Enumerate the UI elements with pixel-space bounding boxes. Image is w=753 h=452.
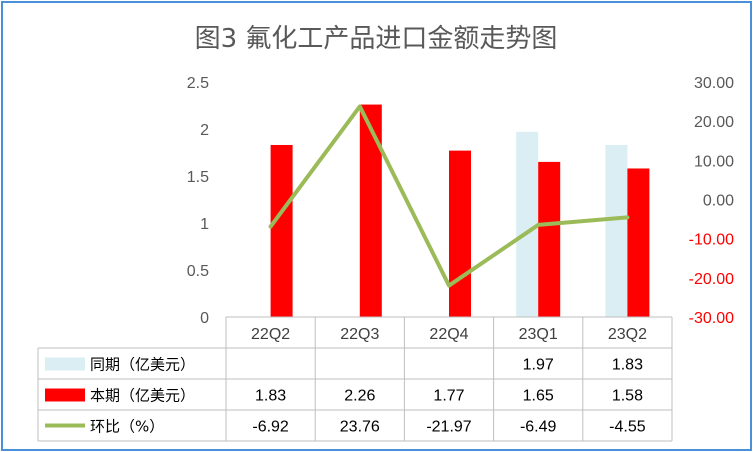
table-cell-value: -4.55 <box>609 419 646 436</box>
y2-tick-label: -10.00 <box>689 232 734 249</box>
table-cell-value: 1.77 <box>433 388 464 405</box>
table-cell-value: 1.58 <box>612 388 643 405</box>
category-label: 22Q3 <box>340 326 379 343</box>
table-cell-value: 1.83 <box>612 357 643 374</box>
legend-label: 本期（亿美元） <box>90 387 195 405</box>
y2-tick-label: -30.00 <box>689 310 734 327</box>
bar-current <box>270 144 293 317</box>
y2-tick-label: 30.00 <box>694 75 734 92</box>
chart-svg: 图3 氟化工产品进口金额走势图 0 0.5 1 1.5 2 2.5 -30.00 -20.00 -… <box>37 24 734 442</box>
bar-current <box>359 104 382 317</box>
table-cell-value: 1.97 <box>523 357 554 374</box>
legend-key-current <box>45 388 85 402</box>
bar-current <box>449 150 471 317</box>
y2-tick-label: 0.00 <box>703 193 734 210</box>
y-tick-label: 2 <box>200 122 209 139</box>
y-tick-label: 1 <box>200 216 209 233</box>
legend-label: 同期（亿美元） <box>90 356 195 374</box>
chart-title: 图3 氟化工产品进口金额走势图 <box>195 24 558 54</box>
y-tick-label: 2.5 <box>187 75 209 92</box>
table-cell-value: 23.76 <box>340 419 380 436</box>
category-label: 22Q4 <box>429 326 468 343</box>
table-cell-value: 1.65 <box>523 388 554 405</box>
y2-tick-label: 10.00 <box>694 153 734 170</box>
y-tick-label: 0 <box>200 310 209 327</box>
y2-tick-label: 20.00 <box>694 114 734 131</box>
table-cell-value: -21.97 <box>426 419 471 436</box>
bar-prior <box>605 144 628 317</box>
legend-key-prior <box>45 357 85 371</box>
line-series-mom <box>268 104 630 288</box>
y-tick-label: 0.5 <box>187 263 209 280</box>
bar-prior <box>516 131 539 317</box>
category-label: 22Q2 <box>251 326 290 343</box>
legend-label: 环比（%） <box>90 418 164 436</box>
y-tick-label: 1.5 <box>187 169 209 186</box>
table-cell-value: 2.26 <box>344 388 375 405</box>
table-cell-value: -6.49 <box>520 419 557 436</box>
table-cell-value: 1.83 <box>255 388 286 405</box>
table-cell-value: -6.92 <box>252 419 289 436</box>
category-label: 23Q1 <box>519 326 558 343</box>
y2-tick-label: -20.00 <box>689 271 734 288</box>
bar-current <box>538 161 561 317</box>
bar-current <box>627 168 650 317</box>
category-label: 23Q2 <box>608 326 647 343</box>
